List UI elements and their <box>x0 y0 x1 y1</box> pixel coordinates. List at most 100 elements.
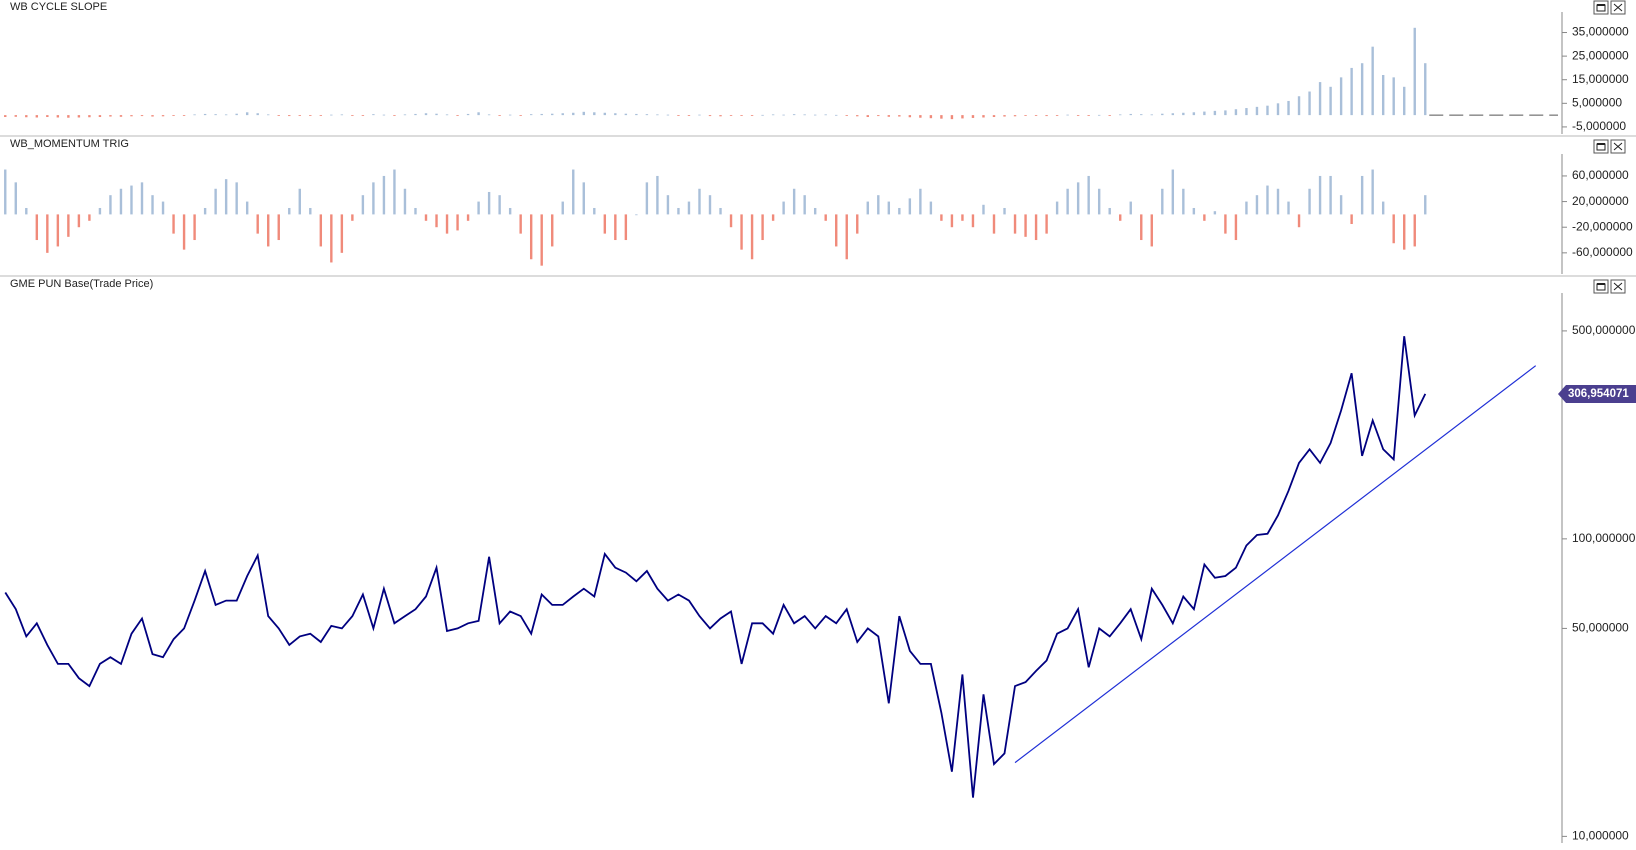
bar <box>856 214 859 234</box>
bar <box>771 114 775 116</box>
bar <box>572 112 575 116</box>
bar <box>950 214 954 228</box>
bar <box>719 115 722 117</box>
bar <box>1129 201 1132 215</box>
bar <box>866 201 869 215</box>
bar <box>119 188 123 215</box>
bar <box>1297 214 1301 228</box>
bar <box>729 214 733 228</box>
bar <box>1245 108 1248 116</box>
bar <box>1213 110 1217 116</box>
bar <box>1403 214 1406 250</box>
bar <box>403 188 407 215</box>
maximize-button[interactable] <box>1593 139 1609 154</box>
bar <box>1034 214 1038 241</box>
y-tick-label: 60,000000 <box>1572 168 1629 182</box>
bar <box>687 115 691 116</box>
bar <box>1276 103 1280 116</box>
bar <box>940 214 943 221</box>
bar <box>235 113 238 116</box>
bar <box>372 182 375 215</box>
bar <box>498 115 501 116</box>
bar <box>172 115 175 116</box>
bar <box>687 201 691 215</box>
bar <box>214 188 217 215</box>
bar <box>792 188 796 215</box>
bar <box>1203 111 1206 116</box>
close-button[interactable] <box>1610 279 1626 294</box>
bar <box>56 214 60 247</box>
bar <box>256 113 259 116</box>
bar <box>182 214 186 250</box>
maximize-button[interactable] <box>1593 0 1609 15</box>
close-button[interactable] <box>1610 0 1626 15</box>
bar <box>898 115 901 117</box>
bar <box>1350 67 1353 116</box>
bar <box>1003 207 1006 215</box>
bar <box>267 214 270 247</box>
bar <box>1140 214 1143 241</box>
bar <box>1034 115 1038 116</box>
bar <box>466 214 470 221</box>
bar <box>677 207 680 215</box>
bar <box>372 114 375 116</box>
bar <box>593 207 596 215</box>
bar <box>477 201 480 215</box>
bar <box>1055 115 1059 116</box>
bar <box>435 214 438 228</box>
bar <box>898 207 901 215</box>
y-tick-label: 15,000000 <box>1572 72 1629 86</box>
bar <box>1182 112 1185 116</box>
bar <box>1224 214 1227 234</box>
bar <box>140 115 144 117</box>
bar <box>750 214 754 260</box>
bar <box>1171 113 1175 116</box>
bar <box>1360 175 1364 215</box>
bar <box>645 182 649 215</box>
close-button[interactable] <box>1610 139 1626 154</box>
bar <box>750 115 754 116</box>
bar <box>182 115 186 116</box>
bar <box>4 115 7 118</box>
bar <box>1381 201 1385 215</box>
bar <box>1150 114 1153 116</box>
bar <box>382 175 386 215</box>
bar <box>4 169 7 215</box>
bar <box>172 214 175 234</box>
bar <box>519 214 522 234</box>
bar <box>414 207 417 215</box>
bar <box>1308 188 1311 215</box>
bar <box>1203 214 1206 221</box>
bar <box>235 182 238 215</box>
bar <box>161 201 165 215</box>
bar <box>1308 91 1311 116</box>
bar <box>1245 201 1248 215</box>
bar <box>771 214 775 221</box>
bar <box>908 115 912 118</box>
bar <box>1108 207 1111 215</box>
bar <box>792 114 796 116</box>
bar <box>424 214 428 221</box>
bar <box>487 114 491 116</box>
bar <box>1318 82 1322 116</box>
last-value-label: 306,954071 <box>1568 388 1629 400</box>
bar <box>835 114 838 116</box>
bar <box>456 115 459 116</box>
bar <box>540 214 543 266</box>
bar <box>740 115 743 116</box>
bar <box>887 115 891 117</box>
panel-title: WB CYCLE SLOPE <box>10 1 107 13</box>
bar <box>561 201 564 215</box>
bar <box>161 115 165 117</box>
bar <box>351 115 354 116</box>
bar <box>1381 75 1385 116</box>
y-tick-label: 10,000000 <box>1572 829 1629 843</box>
bar <box>624 214 628 241</box>
bar <box>1255 195 1259 215</box>
bar <box>277 115 280 116</box>
trendline <box>1014 365 1537 764</box>
bar <box>1297 96 1301 116</box>
maximize-button[interactable] <box>1593 279 1609 294</box>
bar <box>593 112 596 116</box>
